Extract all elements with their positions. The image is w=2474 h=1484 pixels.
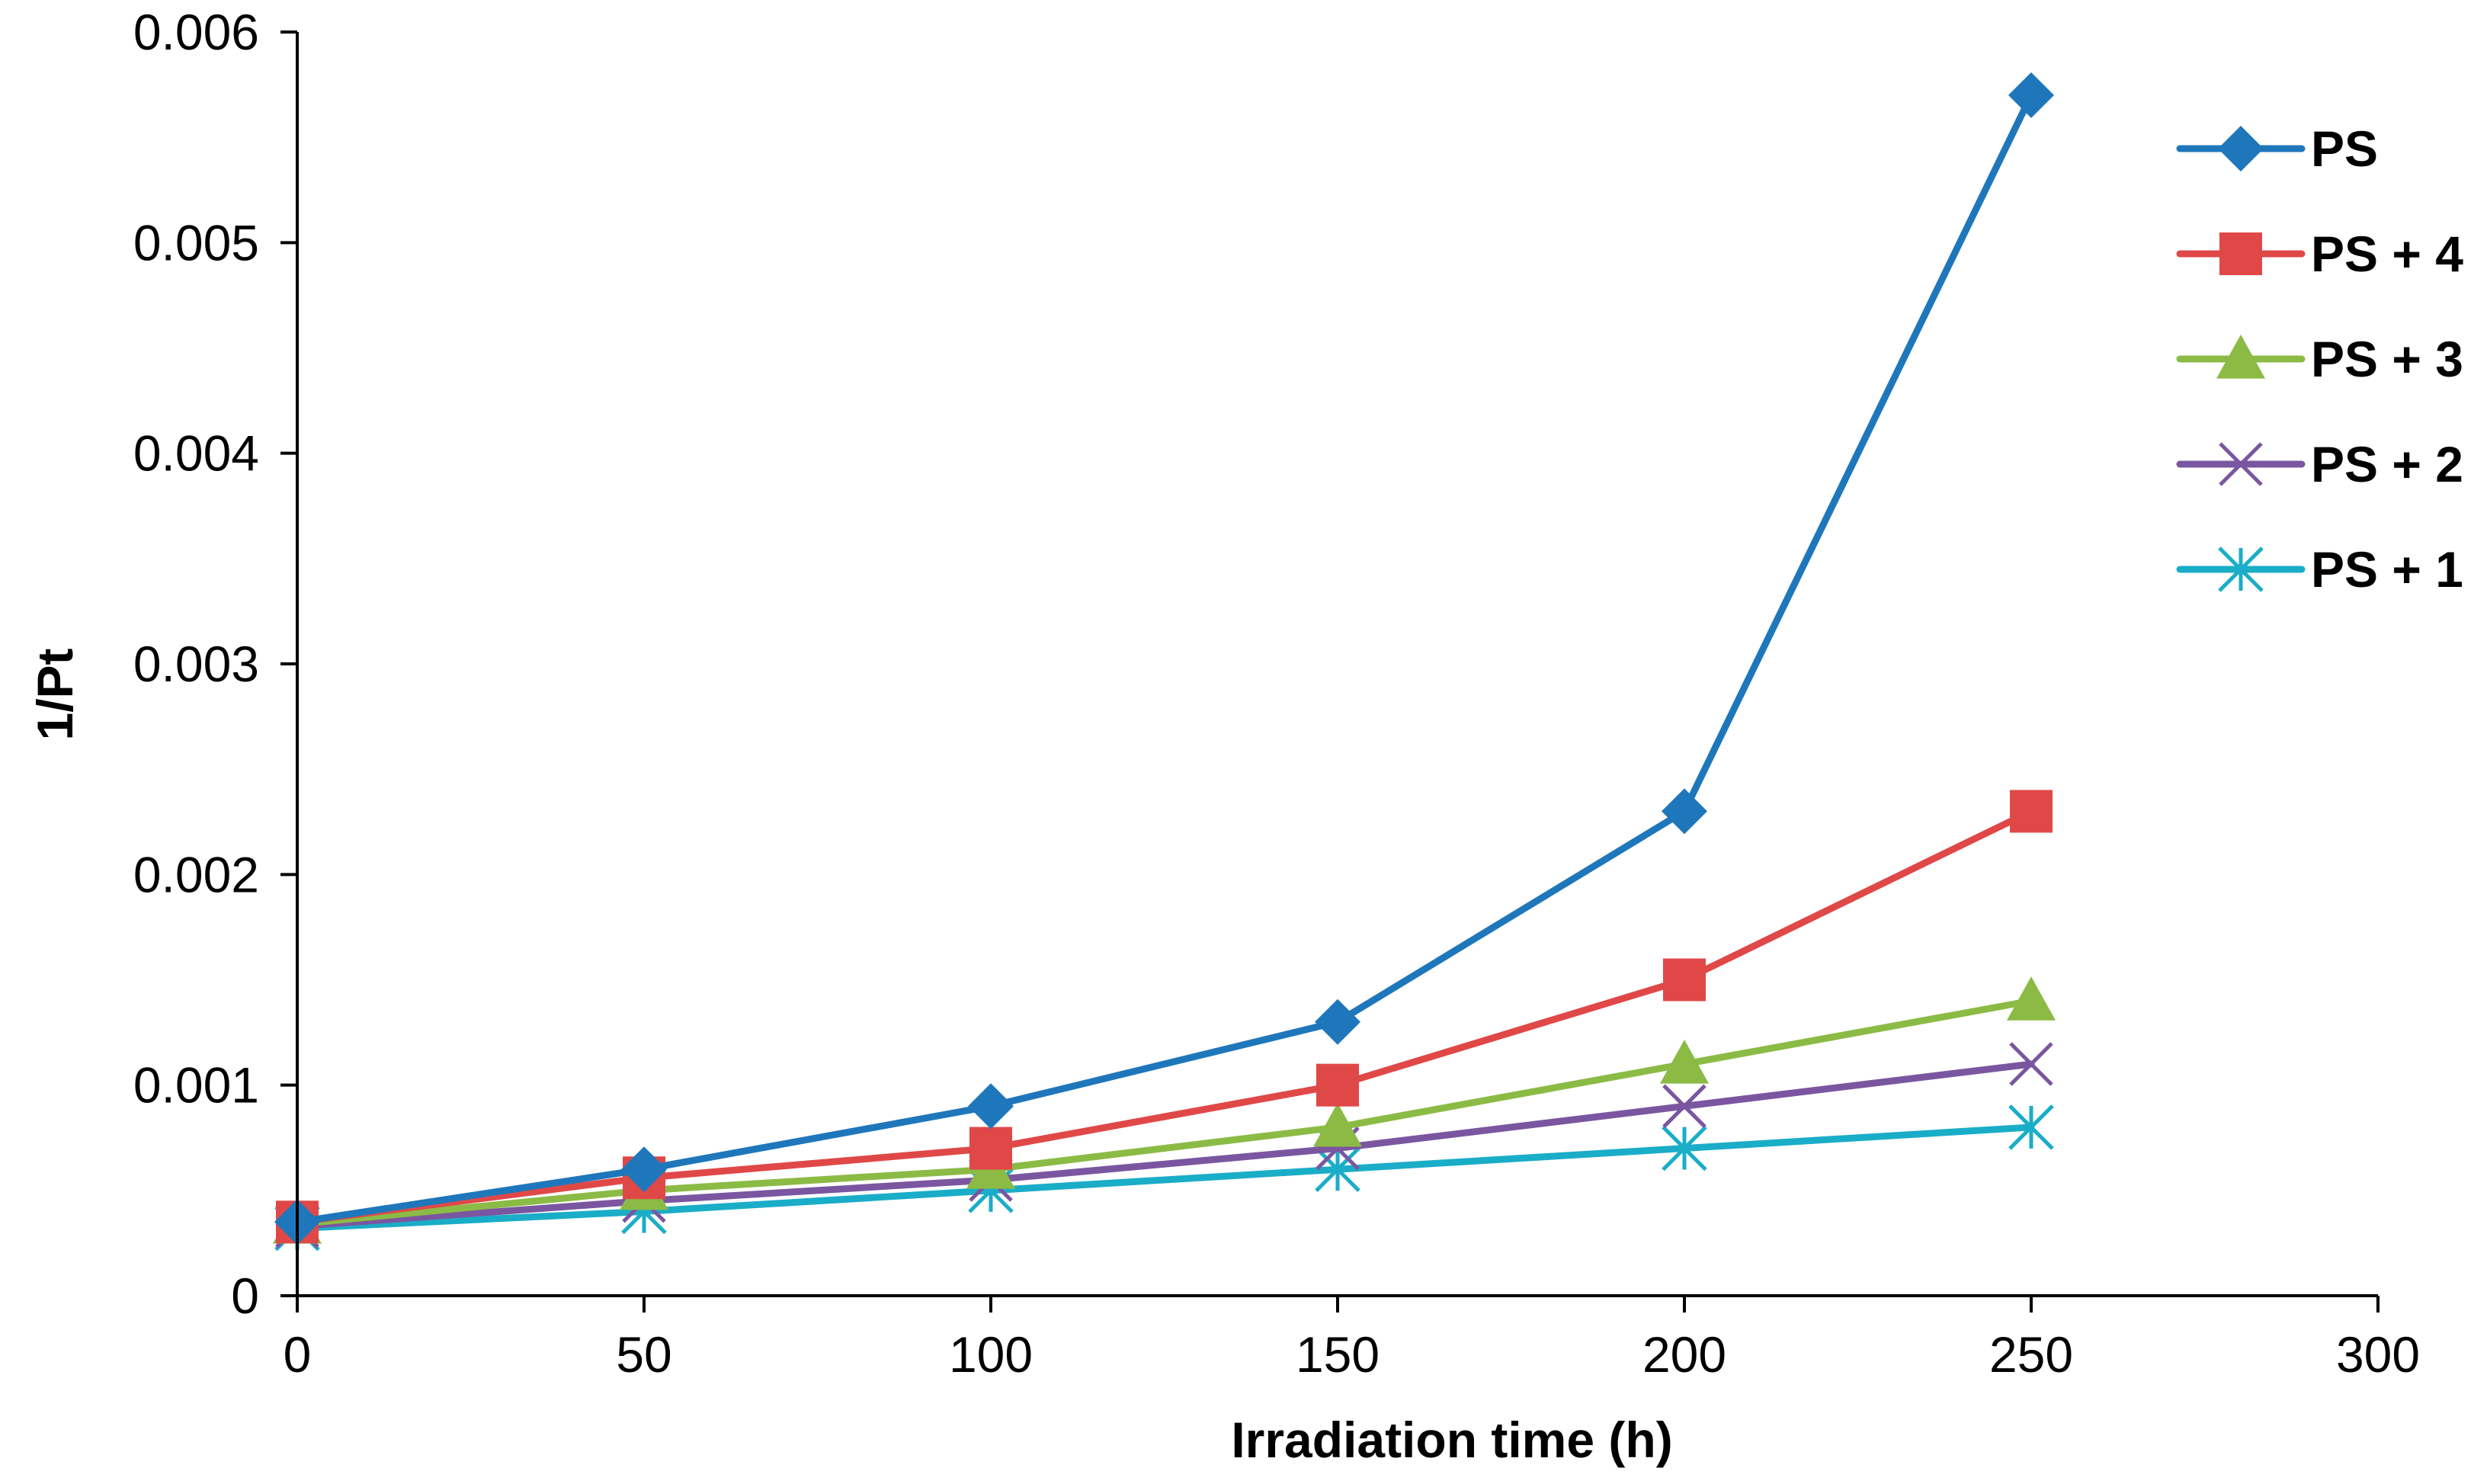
legend-marker — [2218, 126, 2264, 171]
y-tick-label: 0 — [231, 1268, 259, 1324]
data-point — [1663, 958, 1706, 1002]
series-ps — [274, 72, 2054, 1245]
legend-item: PS + 4 — [2176, 226, 2463, 282]
x-axis-label: Irradiation time (h) — [1231, 1412, 1672, 1468]
data-point — [1662, 1125, 1707, 1171]
x-tick-label: 50 — [616, 1326, 671, 1383]
series-line — [293, 1060, 2035, 1230]
y-tick-label: 0.002 — [133, 846, 259, 902]
data-point — [1313, 1102, 1362, 1147]
x-tick-label: 300 — [2336, 1326, 2420, 1383]
y-tick-label: 0.004 — [133, 425, 259, 482]
legend-item: PS — [2176, 120, 2378, 177]
data-point — [2008, 72, 2054, 118]
x-tick-label: 200 — [1642, 1326, 1726, 1383]
y-tick-label: 0.001 — [133, 1057, 259, 1114]
data-point — [2010, 790, 2053, 833]
data-point — [2009, 1042, 2053, 1086]
data-point — [1315, 1146, 1360, 1192]
legend: PS PS + 4 PS + 3 PS + 2 PS + 1 — [2176, 120, 2463, 598]
data-point — [969, 1127, 1012, 1170]
y-tick-label: 0.006 — [133, 4, 259, 60]
series-ps-1 — [274, 1104, 2054, 1252]
series-line — [293, 91, 2035, 1226]
series-line — [293, 1123, 2035, 1232]
x-axis-ticks: 0 50 100 150 200 250 300 — [284, 1296, 2420, 1383]
x-tick-label: 0 — [284, 1326, 312, 1383]
legend-label: PS + 4 — [2311, 226, 2463, 282]
series-ps-3 — [273, 976, 2056, 1244]
axes: 0 50 100 150 200 250 300 0 0.001 0.002 0.003 0.004… — [27, 4, 2420, 1468]
x-tick-label: 250 — [1989, 1326, 2073, 1383]
data-point — [2007, 976, 2056, 1021]
series-line — [293, 807, 2035, 1226]
series-ps-4 — [276, 790, 2053, 1244]
y-tick-label: 0.005 — [133, 214, 259, 271]
y-axis-ticks: 0 0.001 0.002 0.003 0.004 0.005 0.006 — [133, 4, 297, 1324]
legend-item: PS + 2 — [2176, 436, 2463, 492]
legend-label: PS + 2 — [2311, 436, 2463, 492]
legend-item: PS + 3 — [2176, 331, 2463, 387]
y-axis-label: 1/Pt — [27, 648, 83, 740]
plot-marks — [273, 72, 2056, 1252]
legend-item: PS + 1 — [2176, 541, 2463, 598]
data-point — [968, 1083, 1014, 1130]
x-tick-label: 150 — [1296, 1326, 1380, 1383]
data-point — [1660, 1040, 1709, 1084]
legend-label: PS + 1 — [2311, 541, 2463, 598]
series-line — [293, 997, 2035, 1228]
legend-marker — [2216, 335, 2265, 379]
legend-marker — [2218, 546, 2264, 592]
data-point — [1315, 998, 1360, 1045]
data-point — [2008, 1104, 2054, 1150]
data-point — [1662, 1084, 1706, 1129]
legend-label: PS + 3 — [2311, 331, 2463, 387]
legend-marker — [2219, 232, 2262, 275]
legend-marker — [2219, 442, 2263, 486]
x-tick-label: 100 — [949, 1326, 1033, 1383]
data-point — [621, 1146, 667, 1193]
legend-label: PS — [2311, 120, 2378, 177]
data-point — [1662, 788, 1707, 835]
data-point — [1316, 1063, 1359, 1107]
y-tick-label: 0.003 — [133, 636, 259, 692]
